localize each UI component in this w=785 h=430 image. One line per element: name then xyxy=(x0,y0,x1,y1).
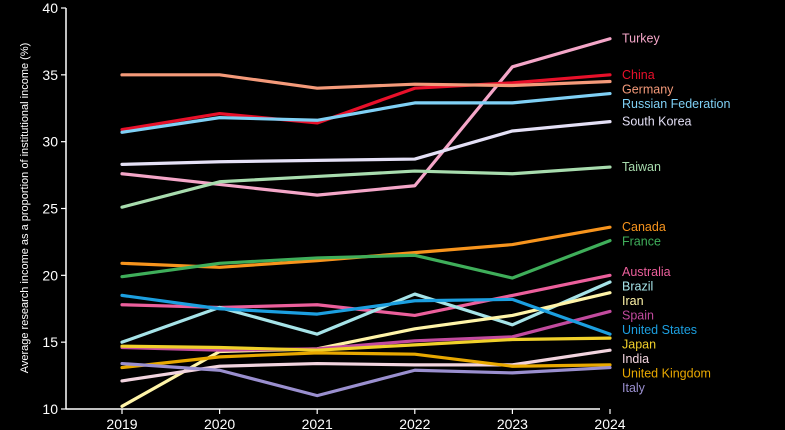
series-line-turkey xyxy=(120,37,612,197)
y-tick-label: 20 xyxy=(42,267,58,283)
series-line-italy xyxy=(120,361,612,398)
series-line-canada xyxy=(120,225,612,269)
series-line-brazil xyxy=(120,280,612,344)
series-line-france xyxy=(120,238,612,280)
series-line-japan xyxy=(120,336,612,352)
series-label-australia: Australia xyxy=(622,265,671,279)
y-tick-label: 15 xyxy=(42,334,58,350)
series-line-germany xyxy=(120,73,612,90)
series-line-iran xyxy=(120,291,612,408)
y-tick-label: 35 xyxy=(42,67,58,83)
series-label-india: India xyxy=(622,352,649,366)
series-lines xyxy=(120,37,612,408)
series-line-united-kingdom xyxy=(120,351,612,370)
series-line-united-states xyxy=(120,293,612,336)
series-label-china: China xyxy=(622,68,655,82)
x-tick-label: 2022 xyxy=(399,416,430,430)
series-line-china xyxy=(120,73,612,132)
series-label-france: France xyxy=(622,235,661,249)
series-label-turkey: Turkey xyxy=(622,32,660,46)
series-line-taiwan xyxy=(120,165,612,209)
series-label-germany: Germany xyxy=(622,82,674,96)
y-tick-label: 25 xyxy=(42,201,58,217)
series-label-south-korea: South Korea xyxy=(622,115,692,129)
series-label-russian-federation: Russian Federation xyxy=(622,97,730,111)
x-tick-label: 2023 xyxy=(497,416,528,430)
y-tick-label: 30 xyxy=(42,134,58,150)
x-ticks: 2019 2020 2021 2022 2023 2024 xyxy=(106,409,626,430)
x-tick-label: 2020 xyxy=(204,416,235,430)
y-tick-label: 10 xyxy=(42,401,58,417)
x-tick-label: 2021 xyxy=(302,416,333,430)
series-line-south-korea xyxy=(120,120,612,166)
series-label-united-states: United States xyxy=(622,323,697,337)
x-tick-label: 2019 xyxy=(106,416,137,430)
series-label-japan: Japan xyxy=(622,338,656,352)
y-axis-label: Average research income as a proportion … xyxy=(19,43,31,374)
series-label-canada: Canada xyxy=(622,220,666,234)
y-tick-label: 40 xyxy=(42,0,58,16)
series-label-taiwan: Taiwan xyxy=(622,160,661,174)
series-label-united-kingdom: United Kingdom xyxy=(622,367,711,381)
series-label-spain: Spain xyxy=(622,309,654,323)
series-line-russian-federation xyxy=(120,91,612,134)
y-ticks: 10 15 20 25 30 35 40 xyxy=(42,0,66,417)
series-label-brazil: Brazil xyxy=(622,280,653,294)
x-tick-label: 2024 xyxy=(594,416,625,430)
series-line-spain xyxy=(120,309,612,352)
series-label-iran: Iran xyxy=(622,294,644,308)
series-label-italy: Italy xyxy=(622,381,646,395)
